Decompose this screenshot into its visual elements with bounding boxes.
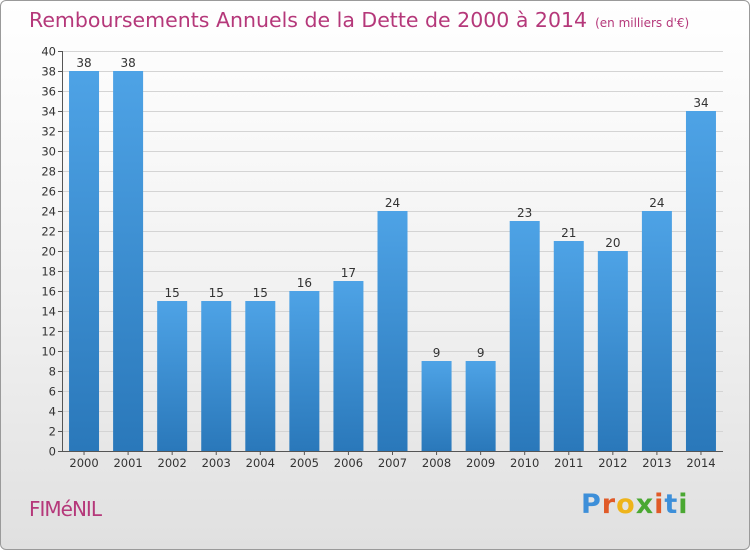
x-tick-label-2001: 2001 (113, 456, 142, 470)
x-tick-label-2013: 2013 (642, 456, 671, 470)
bar-2008 (421, 361, 452, 451)
value-label-2007: 24 (385, 196, 400, 210)
x-tick-label-2006: 2006 (334, 456, 363, 470)
y-tick-label: 6 (49, 385, 56, 399)
y-tick-label: 38 (41, 65, 56, 79)
bar-2001 (113, 71, 144, 451)
logo-letter: o (616, 489, 636, 520)
x-tick-label-2000: 2000 (69, 456, 98, 470)
axes (58, 51, 723, 455)
value-label-2010: 23 (517, 206, 532, 220)
y-tick-label: 14 (41, 305, 56, 319)
chart-title-text: Remboursements Annuels de la Dette de 20… (29, 8, 588, 32)
value-label-2006: 17 (341, 266, 356, 280)
bar-2003 (201, 301, 232, 451)
x-tick-label-2005: 2005 (290, 456, 319, 470)
y-tick-label: 2 (49, 425, 56, 439)
bars (69, 71, 716, 451)
x-tick-label-2004: 2004 (246, 456, 275, 470)
value-label-2012: 20 (605, 236, 620, 250)
value-label-2013: 24 (649, 196, 664, 210)
bar-2005 (289, 291, 320, 451)
value-label-2005: 16 (297, 276, 312, 290)
value-label-2000: 38 (76, 56, 91, 70)
value-label-2009: 9 (477, 346, 485, 360)
bar-2010 (509, 221, 540, 451)
x-tick-label-2008: 2008 (422, 456, 451, 470)
logo-letter: r (601, 489, 617, 520)
y-tick-label: 0 (49, 445, 56, 459)
logo-letter: x (635, 489, 655, 520)
bar-2014 (685, 111, 716, 451)
bar-2011 (553, 241, 584, 451)
value-label-2003: 15 (209, 286, 224, 300)
y-tick-label: 18 (41, 265, 56, 279)
y-tick-label: 8 (49, 365, 56, 379)
labels: 0246810121416182022242628303234363840382… (41, 45, 715, 471)
bar-2009 (465, 361, 496, 451)
x-tick-label-2011: 2011 (554, 456, 583, 470)
x-tick-label-2002: 2002 (158, 456, 187, 470)
y-tick-label: 22 (41, 225, 56, 239)
bar-2004 (245, 301, 276, 451)
bar-2013 (641, 211, 672, 451)
x-tick-label-2007: 2007 (378, 456, 407, 470)
logo-letter: i (678, 489, 689, 520)
bar-2007 (377, 211, 408, 451)
x-tick-label-2009: 2009 (466, 456, 495, 470)
y-tick-label: 16 (41, 285, 56, 299)
logo-letter: t (664, 489, 679, 520)
y-tick-label: 4 (49, 405, 56, 419)
y-tick-label: 20 (41, 245, 56, 259)
y-tick-label: 30 (41, 145, 56, 159)
y-tick-label: 36 (41, 85, 56, 99)
bar-2000 (69, 71, 100, 451)
y-tick-label: 34 (41, 105, 56, 119)
value-label-2008: 9 (433, 346, 441, 360)
logo-letter: P (581, 489, 602, 520)
y-tick-label: 28 (41, 165, 56, 179)
x-tick-label-2003: 2003 (202, 456, 231, 470)
proxiti-logo: Proxiti (581, 489, 689, 520)
y-tick-label: 26 (41, 185, 56, 199)
commune-name: FIMéNIL (29, 497, 102, 521)
bar-2002 (157, 301, 188, 451)
value-label-2002: 15 (165, 286, 180, 300)
value-label-2011: 21 (561, 226, 576, 240)
value-label-2014: 34 (693, 96, 708, 110)
y-tick-label: 10 (41, 345, 56, 359)
y-tick-label: 40 (41, 45, 56, 59)
chart-title: Remboursements Annuels de la Dette de 20… (29, 8, 689, 32)
bar-2006 (333, 281, 364, 451)
value-label-2001: 38 (120, 56, 135, 70)
chart-unit-label: (en milliers d'€) (595, 16, 690, 30)
value-label-2004: 15 (253, 286, 268, 300)
bar-2012 (597, 251, 628, 451)
x-tick-label-2010: 2010 (510, 456, 539, 470)
x-tick-label-2014: 2014 (686, 456, 715, 470)
logo-letter: i (654, 489, 665, 520)
y-tick-label: 32 (41, 125, 56, 139)
x-tick-label-2012: 2012 (598, 456, 627, 470)
y-tick-label: 12 (41, 325, 56, 339)
y-tick-label: 24 (41, 205, 56, 219)
